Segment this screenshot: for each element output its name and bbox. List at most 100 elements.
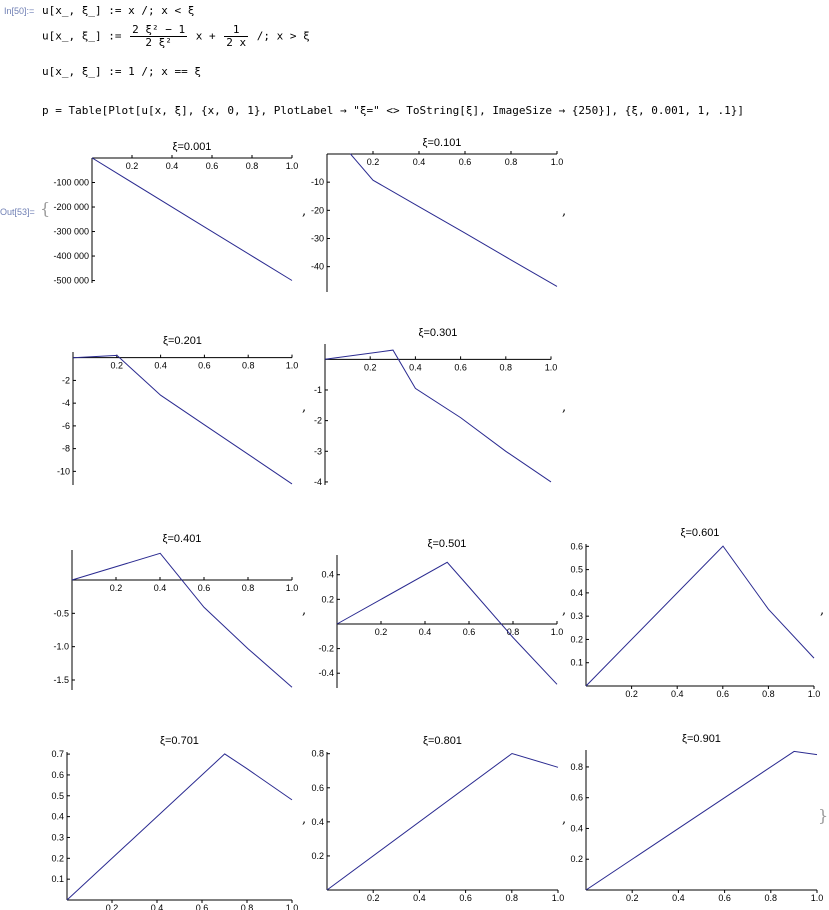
y-tick-label: 0.5 bbox=[51, 791, 64, 801]
y-tick-label: 0.4 bbox=[51, 812, 64, 822]
fraction-1-denominator: 2 ξ² bbox=[145, 36, 172, 49]
input-cell-label: In[50]:= bbox=[4, 6, 35, 16]
x-tick-label: 0.4 bbox=[413, 893, 426, 903]
x-tick-label: 0.8 bbox=[505, 157, 518, 167]
x-tick-label: 0.2 bbox=[106, 903, 119, 910]
code-line-1[interactable]: u[x_, ξ_] := x /; x < ξ bbox=[42, 4, 195, 17]
y-tick-label: 0.4 bbox=[570, 823, 583, 833]
separator-comma: , bbox=[820, 603, 825, 618]
fraction-2: 1 2 x bbox=[224, 24, 249, 49]
code-line-3[interactable]: u[x_, ξ_] := 1 /; x == ξ bbox=[42, 65, 201, 78]
x-tick-label: 1.0 bbox=[286, 361, 299, 371]
plot-title: ξ=0.201 bbox=[163, 335, 202, 347]
plot-title: ξ=0.801 bbox=[423, 735, 462, 747]
y-tick-label: -0.2 bbox=[318, 644, 334, 654]
plot-xi-0801[interactable]: ξ=0.801 0.2 0.4 0.6 0.8 1.0 0.2 0.4 0.6 0.8 bbox=[300, 730, 565, 910]
separator-comma: , bbox=[302, 204, 307, 219]
separator-comma: , bbox=[562, 603, 567, 618]
x-tick-label: 0.8 bbox=[246, 161, 259, 171]
x-tick-label: 0.8 bbox=[241, 903, 254, 910]
y-tick-label: -1.5 bbox=[53, 675, 69, 685]
x-tick-label: 0.6 bbox=[196, 903, 209, 910]
separator-comma: , bbox=[562, 812, 567, 827]
x-tick-label: 0.2 bbox=[625, 689, 638, 699]
x-tick-label: 0.2 bbox=[626, 893, 639, 903]
y-tick-label: -8 bbox=[62, 444, 70, 454]
y-tick-label: 0.5 bbox=[570, 565, 583, 575]
x-tick-label: 0.8 bbox=[242, 361, 255, 371]
y-tick-label: 0.7 bbox=[51, 749, 64, 759]
x-tick-label: 0.2 bbox=[110, 583, 123, 593]
plot-xi-0901[interactable]: ξ=0.901 0.2 0.4 0.6 0.8 1.0 0.2 0.4 0.6 0.8 bbox=[560, 730, 824, 910]
x-tick-label: 0.8 bbox=[762, 689, 775, 699]
separator-comma: , bbox=[302, 400, 307, 415]
y-tick-label: -500 000 bbox=[53, 276, 89, 286]
x-tick-label: 0.8 bbox=[506, 893, 519, 903]
code-line-2-condition: /; x > ξ bbox=[256, 29, 310, 43]
plot-xi-0601[interactable]: ξ=0.601 0.2 0.4 0.6 0.8 1.0 0.1 0.2 0.3 0.4 0.5 0.6 bbox=[560, 522, 822, 699]
x-tick-label: 0.8 bbox=[500, 362, 513, 372]
x-tick-label: 0.2 bbox=[367, 893, 380, 903]
series-line bbox=[585, 750, 818, 891]
y-tick-label: 0.2 bbox=[570, 634, 583, 644]
separator-comma: , bbox=[302, 812, 307, 827]
plot-xi-0201[interactable]: ξ=0.201 0.2 0.4 0.6 0.8 1.0 -2 -4 -6 -8 -10 bbox=[40, 325, 300, 490]
y-tick-label: -4 bbox=[62, 398, 70, 408]
plot-title: ξ=0.501 bbox=[428, 538, 467, 550]
series-line bbox=[91, 157, 293, 281]
x-tick-label: 1.0 bbox=[286, 161, 299, 171]
plot-title: ξ=0.101 bbox=[423, 137, 462, 149]
x-tick-label: 0.4 bbox=[671, 689, 684, 699]
code-line-2-mid: x + bbox=[195, 29, 216, 43]
separator-comma: , bbox=[562, 400, 567, 415]
plot-xi-0301[interactable]: ξ=0.301 0.2 0.4 0.6 0.8 1.0 -1 -2 -3 -4 bbox=[300, 322, 562, 490]
y-tick-label: 0.8 bbox=[311, 749, 324, 759]
y-tick-label: -200 000 bbox=[53, 202, 89, 212]
x-tick-label: 0.4 bbox=[154, 361, 167, 371]
x-tick-label: 0.6 bbox=[198, 583, 211, 593]
x-tick-label: 0.6 bbox=[198, 361, 211, 371]
series-line bbox=[324, 349, 552, 483]
y-tick-label: -100 000 bbox=[53, 178, 89, 188]
code-line-2[interactable]: u[x_, ξ_] := 2 ξ² − 1 2 ξ² x + 1 2 x /; … bbox=[42, 24, 310, 49]
separator-comma: , bbox=[562, 204, 567, 219]
plot-xi-0501[interactable]: ξ=0.501 0.2 0.4 0.6 0.8 1.0 0.4 0.2 -0.2 -0.4 bbox=[300, 530, 563, 692]
x-tick-label: 0.4 bbox=[672, 893, 685, 903]
x-tick-label: 0.4 bbox=[419, 627, 432, 637]
x-tick-label: 0.6 bbox=[718, 893, 731, 903]
series-line bbox=[66, 753, 293, 901]
x-tick-label: 0.8 bbox=[765, 893, 778, 903]
plot-title: ξ=0.001 bbox=[173, 141, 212, 153]
x-tick-label: 0.2 bbox=[367, 157, 380, 167]
code-line-4[interactable]: p = Table[Plot[u[x, ξ], {x, 0, 1}, PlotL… bbox=[42, 104, 744, 117]
y-tick-label: -6 bbox=[62, 421, 70, 431]
x-tick-label: 0.2 bbox=[364, 362, 377, 372]
plot-xi-0001[interactable]: ξ=0.001 0.2 0.4 0.6 0.8 1.0 -100 000 -200 000 -3… bbox=[40, 133, 300, 293]
x-tick-label: 0.2 bbox=[126, 161, 139, 171]
x-tick-label: 0.4 bbox=[409, 362, 422, 372]
y-tick-label: 0.4 bbox=[311, 817, 324, 827]
y-tick-label: -400 000 bbox=[53, 251, 89, 261]
series-line bbox=[349, 153, 558, 287]
x-tick-label: 0.4 bbox=[166, 161, 179, 171]
output-open-brace: { bbox=[40, 199, 51, 218]
plot-title: ξ=0.401 bbox=[163, 533, 202, 545]
fraction-1: 2 ξ² − 1 2 ξ² bbox=[130, 23, 188, 49]
y-tick-label: 0.4 bbox=[570, 588, 583, 598]
plot-title: ξ=0.901 bbox=[682, 733, 721, 745]
x-tick-label: 1.0 bbox=[286, 903, 299, 910]
x-tick-label: 0.8 bbox=[507, 627, 520, 637]
y-tick-label: 0.1 bbox=[51, 874, 64, 884]
y-tick-label: -300 000 bbox=[53, 227, 89, 237]
x-tick-label: 0.6 bbox=[459, 157, 472, 167]
y-tick-label: 0.2 bbox=[51, 853, 64, 863]
fraction-1-numerator: 2 ξ² − 1 bbox=[130, 23, 188, 37]
x-tick-label: 0.4 bbox=[154, 583, 167, 593]
plot-xi-0401[interactable]: ξ=0.401 0.2 0.4 0.6 0.8 1.0 -0.5 -1.0 -1.5 bbox=[40, 530, 300, 692]
plot-xi-0101[interactable]: ξ=0.101 0.2 0.4 0.6 0.8 1.0 -10 -20 -30 -40 bbox=[300, 130, 563, 295]
plot-xi-0701[interactable]: ξ=0.701 0.2 0.4 0.6 0.8 1.0 0.1 0.2 0.3 0.4 0.5 0.6… bbox=[30, 730, 300, 910]
separator-comma: , bbox=[302, 603, 307, 618]
y-tick-label: 0.6 bbox=[51, 770, 64, 780]
x-tick-label: 1.0 bbox=[811, 893, 824, 903]
x-tick-label: 1.0 bbox=[552, 893, 565, 903]
